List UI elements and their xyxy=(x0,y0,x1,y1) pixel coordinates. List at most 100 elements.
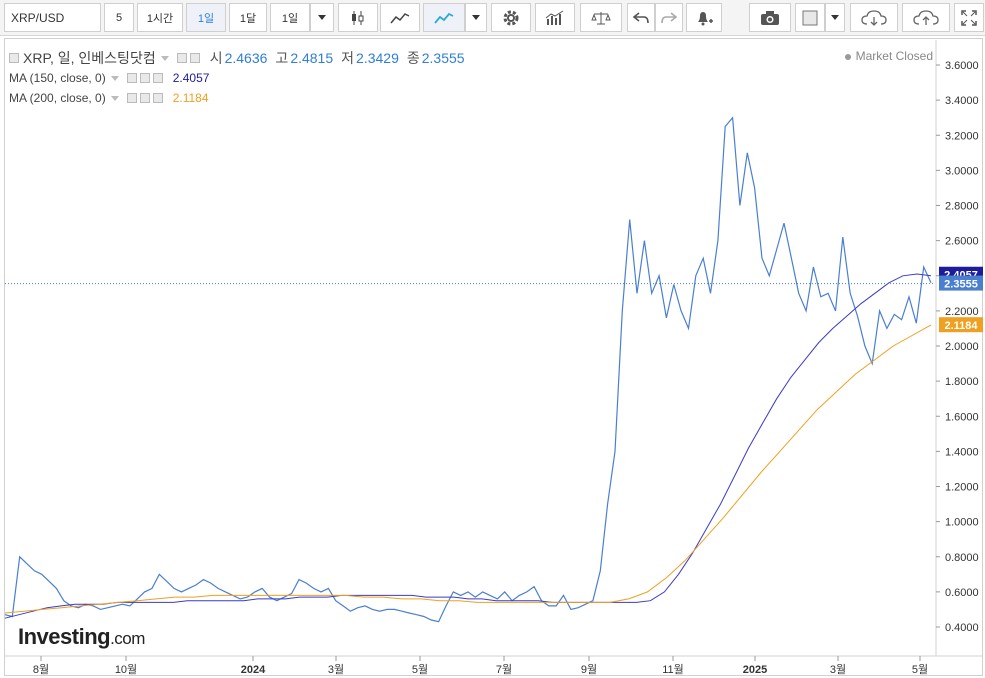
market-status: Market Closed xyxy=(844,49,933,63)
area-chart-button[interactable] xyxy=(423,3,465,32)
interval-1mo-button[interactable]: 1달 xyxy=(229,3,267,32)
fullscreen-button[interactable] xyxy=(954,3,984,32)
line-chart-icon xyxy=(390,12,410,23)
x-tick-label: 5월 xyxy=(912,663,928,676)
undo-icon xyxy=(633,11,649,23)
candlestick-icon xyxy=(352,10,364,25)
compare-count[interactable]: 5 xyxy=(104,3,134,32)
gear-icon[interactable] xyxy=(139,73,150,83)
fullscreen-icon xyxy=(961,9,977,26)
x-tick-label: 11월 xyxy=(662,663,684,676)
screenshot-button[interactable] xyxy=(749,3,791,32)
ma200-tag-bg xyxy=(939,317,983,333)
y-tick-label: 2.0000 xyxy=(945,341,979,353)
x-tick-label: 7월 xyxy=(496,663,512,676)
y-tick-label: 3.0000 xyxy=(945,165,979,177)
ma150-legend: MA (150, close, 0) 2.4057 xyxy=(9,71,209,85)
interval-1h-button[interactable]: 1시간 xyxy=(137,3,183,32)
chevron-down-icon xyxy=(831,15,839,20)
cloud-upload-button[interactable] xyxy=(902,3,950,32)
ma150-line xyxy=(4,273,932,619)
indicators-icon xyxy=(545,10,564,25)
x-tick-label: 3월 xyxy=(830,663,846,676)
close-label: 종 xyxy=(406,50,420,66)
redo-icon xyxy=(661,11,677,23)
settings-button[interactable] xyxy=(491,3,531,32)
dropdown-icon xyxy=(472,15,480,20)
x-tick-label: 2024 xyxy=(241,664,266,676)
open-label: 시 xyxy=(209,50,223,66)
price-tag-text: 2.3555 xyxy=(944,279,978,291)
area-chart-icon xyxy=(434,12,454,24)
y-tick-label: 0.8000 xyxy=(945,552,979,564)
fill-color-button[interactable] xyxy=(795,3,825,32)
logo-main: Investing xyxy=(18,624,111,649)
collapse-icon[interactable] xyxy=(9,53,19,63)
chevron-down-icon[interactable] xyxy=(110,95,119,101)
ma200-line xyxy=(4,324,932,614)
x-tick-label: 3월 xyxy=(328,663,344,676)
close-icon[interactable] xyxy=(152,93,163,103)
logo-suffix: .com xyxy=(110,629,145,648)
y-tick-label: 3.4000 xyxy=(945,95,979,107)
cloud-upload-icon xyxy=(913,9,939,25)
camera-icon xyxy=(761,10,779,25)
toolbar: XRP/USD 5 1시간 1일 1달 1일 xyxy=(0,0,985,36)
redo-button[interactable] xyxy=(655,3,683,32)
y-tick-label: 1.6000 xyxy=(945,411,979,423)
compare-scale-button[interactable] xyxy=(580,3,622,32)
x-tick-label: 9월 xyxy=(581,663,597,676)
symbol-input[interactable]: XRP/USD xyxy=(4,3,101,32)
eye-icon[interactable] xyxy=(126,93,137,103)
alert-bell-icon xyxy=(698,11,713,25)
undo-button[interactable] xyxy=(627,3,655,32)
low-value: 2.3429 xyxy=(356,50,399,66)
line-chart-button[interactable] xyxy=(380,3,420,32)
eye-icon[interactable] xyxy=(176,53,187,63)
high-label: 고 xyxy=(275,50,289,66)
alert-button[interactable] xyxy=(686,3,722,32)
ma150-label: MA (150, close, 0) xyxy=(9,71,106,85)
ma200-legend: MA (200, close, 0) 2.1184 xyxy=(9,91,209,105)
gear-icon[interactable] xyxy=(189,53,200,63)
y-tick-label: 2.6000 xyxy=(945,236,979,248)
x-tick-label: 10월 xyxy=(115,663,137,676)
legend-title: XRP, 일, 인베스팅닷컴 xyxy=(23,50,156,66)
eye-icon[interactable] xyxy=(126,73,137,83)
fill-color-icon xyxy=(802,10,818,25)
x-tick-label: 2025 xyxy=(743,664,767,676)
y-tick-label: 1.4000 xyxy=(945,446,979,458)
y-tick-label: 1.2000 xyxy=(945,482,979,494)
chevron-down-icon[interactable] xyxy=(110,75,119,81)
y-tick-label: 2.2000 xyxy=(945,306,979,318)
candlestick-button[interactable] xyxy=(338,3,378,32)
main-legend: XRP, 일, 인베스팅닷컴 시 2.4636 고 2.4815 저 2.342… xyxy=(9,48,465,68)
ma200-tag-text: 2.1184 xyxy=(944,320,978,332)
x-tick-label: 5월 xyxy=(412,663,428,676)
gear-icon[interactable] xyxy=(139,93,150,103)
gear-icon xyxy=(503,10,519,25)
cloud-download-button[interactable] xyxy=(850,3,898,32)
low-label: 저 xyxy=(341,50,355,66)
interval-dropdown[interactable] xyxy=(310,3,334,32)
close-value: 2.3555 xyxy=(421,50,465,66)
interval-select[interactable]: 1일 xyxy=(270,3,310,32)
interval-1d-button[interactable]: 1일 xyxy=(186,3,226,32)
chevron-down-icon[interactable] xyxy=(160,55,169,61)
price-line xyxy=(4,116,932,623)
y-tick-label: 0.6000 xyxy=(945,587,979,599)
y-tick-label: 0.4000 xyxy=(945,622,979,634)
indicators-button[interactable] xyxy=(535,3,575,32)
y-tick-label: 3.6000 xyxy=(945,60,979,72)
close-icon[interactable] xyxy=(152,73,163,83)
fill-color-dropdown[interactable] xyxy=(825,3,845,32)
chart-type-dropdown[interactable] xyxy=(465,3,487,32)
x-tick-label: 8월 xyxy=(33,663,49,676)
y-tick-label: 1.0000 xyxy=(945,517,979,529)
chart-frame xyxy=(4,38,983,676)
ma150-value: 2.4057 xyxy=(172,71,210,85)
ma200-label: MA (200, close, 0) xyxy=(9,91,106,105)
status-dot-icon xyxy=(844,53,851,60)
y-tick-label: 3.2000 xyxy=(945,130,979,142)
